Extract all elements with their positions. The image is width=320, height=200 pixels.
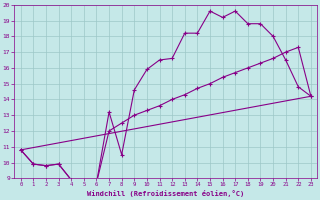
X-axis label: Windchill (Refroidissement éolien,°C): Windchill (Refroidissement éolien,°C) bbox=[87, 190, 244, 197]
